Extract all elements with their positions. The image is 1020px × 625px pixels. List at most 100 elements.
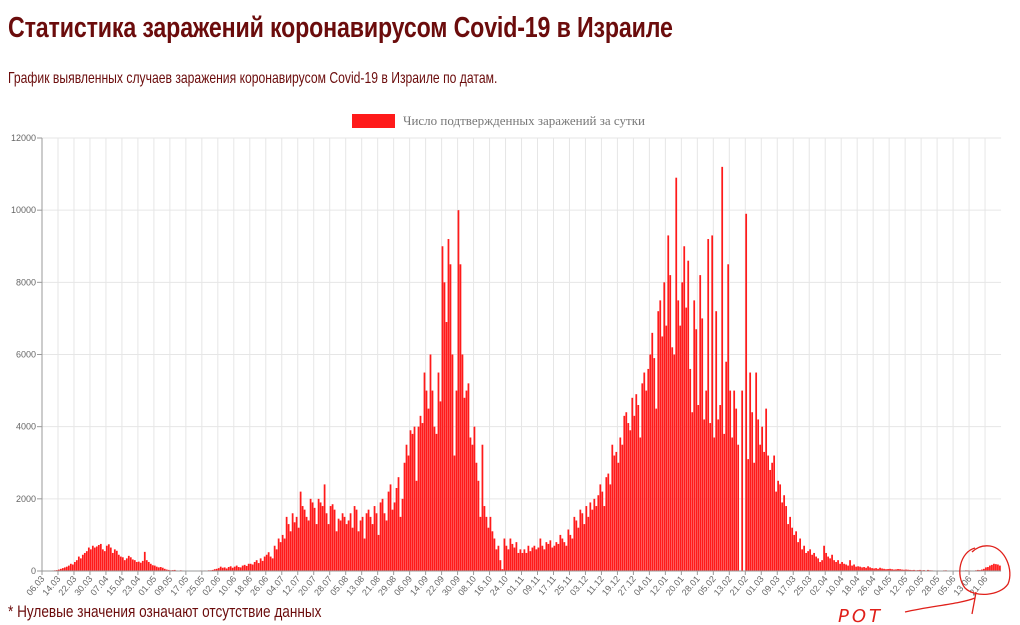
bar	[635, 394, 638, 571]
bar	[999, 565, 1001, 571]
legend[interactable]: Число подтвержденных заражений за сутки	[352, 113, 645, 128]
bar	[877, 568, 879, 571]
bar	[487, 527, 490, 571]
bar	[717, 419, 720, 571]
bar	[485, 516, 488, 571]
bar	[509, 538, 512, 571]
bar	[249, 563, 252, 571]
bar	[299, 491, 302, 571]
bar	[79, 558, 82, 571]
bar	[751, 412, 754, 571]
bar	[985, 567, 987, 571]
bar	[497, 545, 500, 571]
bar	[417, 426, 420, 571]
bar	[623, 415, 626, 571]
bar	[449, 264, 452, 571]
bar	[689, 368, 692, 571]
bar	[437, 372, 440, 571]
bar	[765, 408, 768, 571]
bar	[467, 383, 470, 571]
bar	[885, 569, 887, 571]
bar	[409, 430, 412, 571]
x-tick-label: 03.12	[568, 574, 590, 598]
bar	[701, 318, 704, 571]
bar	[761, 426, 764, 571]
bar	[813, 552, 815, 571]
bar	[617, 462, 620, 571]
bar	[521, 552, 524, 571]
y-tick-label: 12000	[11, 133, 36, 143]
bar	[603, 506, 606, 571]
bar	[989, 565, 991, 571]
bar	[691, 412, 694, 571]
bar	[753, 462, 756, 571]
bar	[57, 569, 60, 571]
bar	[277, 538, 280, 571]
bar	[747, 459, 750, 571]
bar	[109, 547, 112, 571]
bar	[475, 462, 478, 571]
bar	[553, 545, 556, 571]
bar	[443, 282, 446, 571]
page-subtitle: График выявленных случаев заражения коро…	[8, 70, 498, 87]
bar	[259, 558, 262, 571]
bar	[255, 560, 258, 571]
bar	[235, 565, 238, 571]
bar	[329, 506, 332, 571]
bar	[699, 275, 702, 571]
bar	[153, 565, 156, 571]
bar	[317, 498, 320, 571]
bar	[515, 542, 518, 571]
bar	[727, 264, 730, 571]
bar	[119, 556, 122, 571]
bar	[351, 527, 354, 571]
bar	[483, 506, 486, 571]
bar	[759, 444, 762, 571]
bar	[803, 545, 805, 571]
bar	[995, 564, 997, 571]
bar	[121, 557, 124, 571]
bar	[735, 408, 738, 571]
bar	[859, 566, 861, 571]
bar	[519, 549, 522, 571]
bar	[789, 516, 791, 571]
bar	[639, 437, 642, 571]
bar	[703, 419, 706, 571]
bar	[499, 560, 502, 571]
bar	[131, 559, 134, 571]
bar	[411, 433, 414, 571]
bar	[363, 538, 366, 571]
bar	[403, 462, 406, 571]
bar	[231, 567, 234, 571]
bar	[415, 480, 418, 571]
bar	[305, 516, 308, 571]
y-tick-label: 0	[31, 566, 36, 576]
bar	[875, 568, 877, 571]
bar	[473, 426, 476, 571]
bar	[609, 484, 612, 571]
bar	[453, 455, 456, 571]
bar	[73, 561, 76, 571]
bar	[65, 566, 68, 571]
bar	[607, 473, 610, 571]
bar	[993, 563, 995, 571]
bar	[821, 560, 823, 571]
bar	[111, 552, 114, 571]
bar	[869, 567, 871, 571]
bar	[763, 451, 766, 571]
bar	[239, 567, 242, 571]
x-tick-label: 24.10	[488, 574, 510, 598]
bar	[289, 531, 292, 571]
bar	[253, 561, 256, 571]
bar	[301, 506, 304, 571]
bar	[641, 383, 644, 571]
bar	[377, 534, 380, 571]
bar	[883, 568, 885, 571]
bar	[559, 534, 562, 571]
bar	[107, 544, 110, 571]
bar	[895, 569, 897, 571]
bar	[367, 509, 370, 571]
bar	[709, 423, 712, 571]
bar	[275, 549, 278, 571]
